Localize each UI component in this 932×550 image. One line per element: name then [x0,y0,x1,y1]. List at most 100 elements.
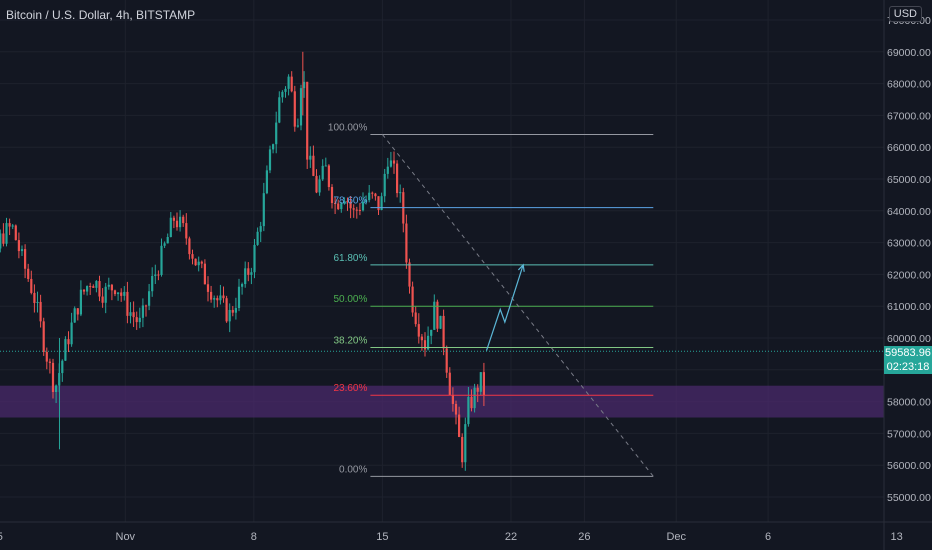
candle-body [191,254,194,259]
candle-body [470,396,473,409]
fibonacci-drawings: 100.00% 78.60% 61.80% 50.00% 38.20% 23.60% 0.0… [328,122,654,477]
candle-body [433,301,436,330]
candle-body [129,312,132,316]
candle-body [185,223,188,239]
candle-body [482,372,485,396]
price-tick-label: 61000.00 [887,301,931,313]
candle-body [42,321,45,352]
candle-body [17,240,20,252]
candle-body [148,291,151,306]
candle-body [179,216,182,228]
time-tick-label: Dec [666,531,686,543]
candle-body [389,160,392,167]
candle-body [399,192,402,194]
candle-body [24,249,27,269]
candle-body [346,200,349,202]
price-tick-label: 69000.00 [887,47,931,59]
candle-body [290,76,293,92]
candle-body [299,88,303,126]
candle-body [445,348,448,373]
time-tick-label: 6 [765,531,771,543]
candle-body [352,208,355,210]
candle-body [442,315,445,349]
price-tick-label: 66000.00 [887,142,931,154]
candle-body [151,275,154,292]
candle-body [2,233,5,244]
candle-body [414,312,417,325]
candle-body [203,263,206,285]
fib-level-label: 100.00% [328,122,368,133]
candle-body [120,292,123,296]
time-tick-label: 22 [505,531,517,543]
candle-body [275,122,278,145]
candle-body [287,76,290,89]
candle-body [324,165,327,167]
candle-body [396,163,399,194]
candle-body [473,387,476,409]
time-tick-label: 25 [0,531,3,543]
candle-body [461,436,464,463]
fib-level-label: 23.60% [333,383,367,394]
support-zone [0,385,884,418]
time-tick-label: 15 [376,531,388,543]
candle-body [92,286,95,288]
candle-body [197,261,200,266]
candle-body [98,281,101,297]
fib-level-label: 50.00% [333,294,367,305]
candle-body [0,233,2,249]
candle-body [272,144,275,150]
price-axis-background [884,0,932,550]
candle-body [110,284,113,291]
candle-body [306,81,309,160]
candle-body [408,262,411,287]
candle-body [464,424,467,463]
candle-body [95,281,98,288]
candle-body [89,286,92,288]
candle-body [467,396,470,425]
candle-body [8,223,11,227]
candle-body [14,225,17,241]
trend-line [382,134,654,477]
candle-body [169,217,172,237]
candle-body [144,305,148,307]
candle-body [141,305,144,318]
candle-body [200,261,203,264]
price-tick-label: 62000.00 [887,269,931,281]
candle-body [51,362,55,393]
candle-body [113,290,117,295]
candle-body [67,339,70,345]
candle-body [39,301,42,322]
candle-body [123,291,126,296]
currency-button[interactable]: USD [888,6,922,22]
candle-body [318,179,321,193]
candle-body [380,196,383,210]
candle-body [383,173,386,197]
countdown-label: 02:23:18 [884,360,932,374]
candle-body [160,245,163,275]
candle-body [377,196,380,210]
candle-body [194,258,197,266]
candle-body [11,225,14,227]
candle-body [157,274,160,276]
price-axis: 55000.0056000.0057000.0058000.0059000.00… [884,0,932,550]
candle-body [439,315,442,329]
candle-body [86,286,89,292]
time-tick-label: 8 [251,531,257,543]
candle-body [132,312,135,318]
projection-path [485,264,524,351]
candle-body [250,272,253,275]
candle-body [166,236,169,244]
candle-body [30,278,33,293]
candle-body [278,97,281,123]
price-tick-label: 56000.00 [887,460,931,472]
candle-body [321,165,324,180]
candle-body [361,201,365,211]
candle-body [256,231,259,245]
fib-level-label: 38.20% [333,336,367,347]
candle-body [70,322,73,345]
candle-body [27,268,30,279]
candle-body [228,309,231,322]
candle-body [237,286,241,309]
time-axis-background [0,522,932,550]
